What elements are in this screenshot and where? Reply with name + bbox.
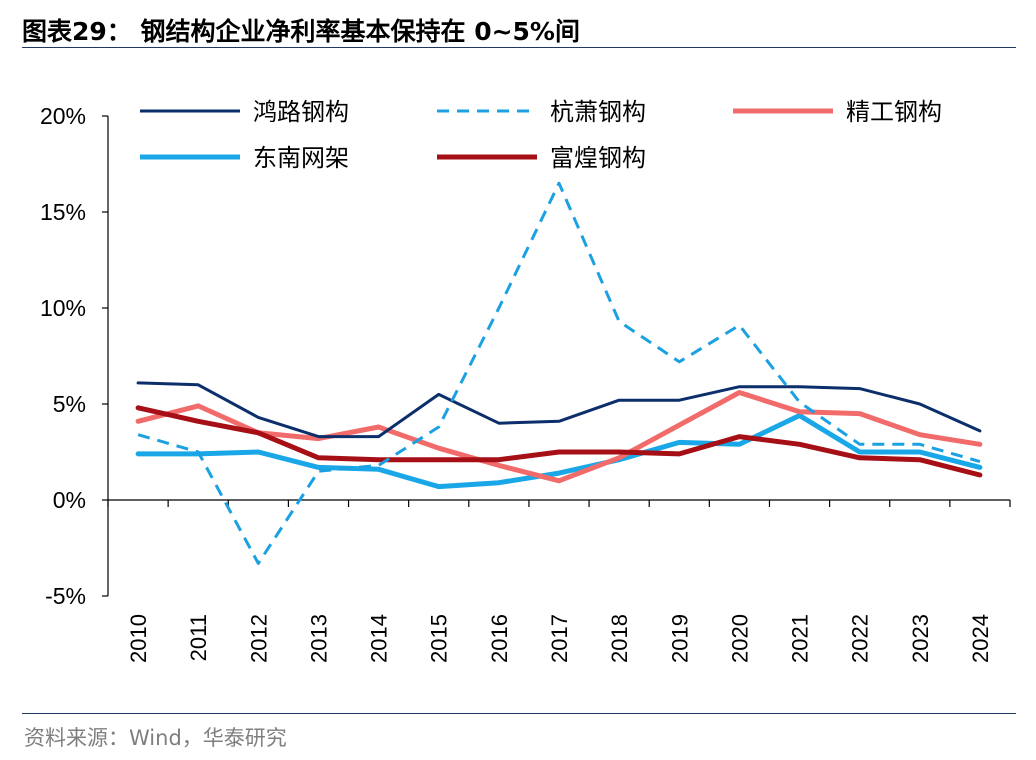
x-tick-label: 2017	[547, 614, 572, 663]
source-note: 资料来源：Wind，华泰研究	[24, 726, 287, 750]
y-tick-label: 0%	[53, 487, 86, 513]
x-tick-label: 2019	[667, 614, 692, 663]
y-tick-label: 10%	[40, 295, 86, 321]
chart-canvas: -5% 0% 5% 10% 15% 20% 2010 2011 2012 2013 2014 2015…	[40, 98, 1011, 663]
x-tick-label: 2023	[908, 614, 933, 663]
series-line-2	[137, 181, 981, 565]
x-tick-label: 2016	[487, 614, 512, 663]
x-tick-label: 2012	[246, 614, 271, 663]
x-tick-label: 2015	[427, 614, 452, 663]
x-tick-label: 2018	[607, 614, 632, 663]
series-layer	[135, 181, 983, 565]
x-tick-label: 2020	[727, 614, 752, 663]
legend-label-5: 富煌钢构	[550, 144, 646, 172]
series-line-3	[135, 390, 983, 484]
legend-label-2: 杭萧钢构	[550, 98, 646, 126]
chart-title: 图表29： 钢结构企业净利率基本保持在 0~5%间	[22, 17, 580, 46]
y-tick-label: 15%	[40, 199, 86, 225]
y-tick-label: 20%	[40, 103, 86, 129]
footer-divider	[22, 713, 1016, 714]
series-line-1	[136, 381, 982, 439]
x-tick-label: 2021	[788, 614, 813, 663]
legend-label-1: 鸿路钢构	[253, 98, 349, 126]
chart-axes: -5% 0% 5% 10% 15% 20% 2010 2011 2012 2013 2014 2015…	[40, 103, 1011, 663]
y-tick-label: 5%	[53, 391, 86, 417]
x-tick-label: 2022	[848, 614, 873, 663]
title-divider	[22, 47, 1016, 48]
x-tick-label: 2024	[968, 614, 993, 663]
series-line-4	[135, 413, 983, 490]
x-tick-label: 2013	[306, 614, 331, 663]
x-tick-label: 2014	[367, 614, 392, 663]
x-tick-label: 2011	[186, 614, 211, 661]
series-line-5	[135, 405, 983, 478]
y-tick-label: -5%	[45, 583, 86, 609]
x-tick-label: 2010	[126, 614, 151, 663]
legend-label-4: 东南网架	[253, 144, 349, 172]
legend-label-3: 精工钢构	[846, 98, 942, 126]
